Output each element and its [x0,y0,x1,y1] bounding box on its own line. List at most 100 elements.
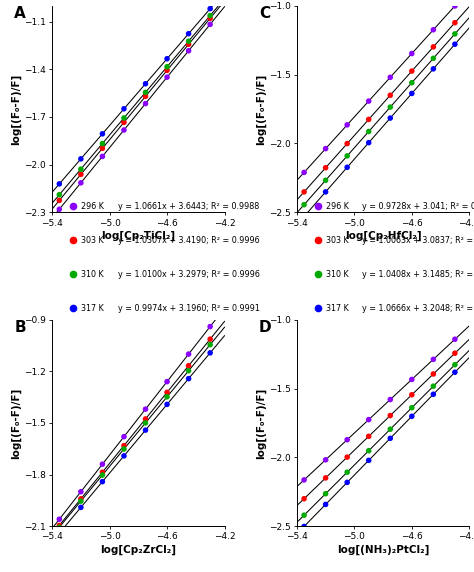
Point [99,144,106,153]
Point [322,500,329,509]
Point [99,460,106,469]
Point [365,138,373,147]
Point [429,355,437,364]
Point [322,474,329,483]
Point [120,125,128,134]
Point [55,196,63,205]
Point [343,120,351,129]
Point [206,322,214,331]
Text: 303 K: 303 K [82,236,104,245]
Text: D: D [259,320,272,335]
Point [301,168,308,177]
Point [55,190,63,199]
Point [55,521,63,530]
Text: y = 0.9728x + 3.041; R² = 0.9965: y = 0.9728x + 3.041; R² = 0.9965 [363,201,474,210]
Point [185,361,192,370]
X-axis label: log[Cp₂ZrCl₂]: log[Cp₂ZrCl₂] [100,545,176,554]
Point [322,455,329,464]
Point [408,66,416,76]
Point [343,152,351,161]
Point [55,205,63,214]
Point [301,511,308,520]
Point [163,377,171,386]
Text: 296 K: 296 K [326,201,349,210]
Point [343,162,351,172]
Point [429,382,437,391]
Point [386,395,394,404]
Point [451,1,459,10]
Point [142,99,149,108]
Point [408,49,416,58]
Point [77,178,85,188]
Point [163,54,171,63]
Text: C: C [259,6,270,21]
Point [408,403,416,412]
Point [343,468,351,477]
Text: y = 1.0661x + 3.6443; R² = 0.9988: y = 1.0661x + 3.6443; R² = 0.9988 [118,201,259,210]
Point [142,79,149,88]
Point [77,503,85,512]
Point [451,39,459,49]
Point [386,90,394,100]
Point [301,187,308,196]
Point [365,456,373,465]
Point [301,494,308,503]
Point [206,14,214,23]
Point [408,375,416,384]
Text: A: A [14,6,26,21]
Point [77,496,85,506]
Point [163,62,171,72]
Point [451,368,459,377]
Point [322,489,329,498]
Point [77,487,85,496]
Point [322,176,329,185]
Point [365,127,373,136]
Point [322,144,329,153]
Point [365,415,373,424]
Point [99,471,106,480]
Text: y = 1.0408x + 3.1485; R² = 0.9983: y = 1.0408x + 3.1485; R² = 0.9983 [363,270,474,279]
Text: y = 0.9974x + 3.1960; R² = 0.9991: y = 0.9974x + 3.1960; R² = 0.9991 [118,304,259,313]
Point [142,418,149,427]
Point [301,475,308,484]
Point [322,163,329,172]
Point [386,424,394,434]
Point [55,523,63,532]
Text: 310 K: 310 K [326,270,349,279]
Point [206,348,214,358]
Point [386,73,394,82]
X-axis label: log[Cp₂HfCl₂]: log[Cp₂HfCl₂] [345,231,421,241]
Text: y = 1.0666x + 3.2048; R² = 0.9965: y = 1.0666x + 3.2048; R² = 0.9965 [363,304,474,313]
Point [185,29,192,38]
Point [185,366,192,375]
Point [77,494,85,503]
Point [185,349,192,359]
Point [185,39,192,49]
Point [142,92,149,101]
Point [55,529,63,538]
Text: y = 1.0063x + 3.0837; R² = 0.9971: y = 1.0063x + 3.0837; R² = 0.9971 [363,236,474,245]
Point [343,139,351,148]
Point [408,78,416,88]
Point [429,25,437,34]
Point [206,4,214,13]
Point [451,29,459,38]
Point [386,102,394,112]
Point [142,88,149,97]
Point [206,335,214,344]
Point [77,170,85,179]
Point [185,37,192,46]
Point [77,165,85,174]
Point [451,348,459,358]
Point [120,451,128,460]
Point [429,42,437,51]
X-axis label: log[Cp₂TiCl₂]: log[Cp₂TiCl₂] [101,231,175,241]
Point [343,452,351,462]
Point [185,46,192,55]
Point [120,104,128,113]
Point [99,129,106,138]
Y-axis label: log[(F₀-F)/F]: log[(F₀-F)/F] [11,73,21,145]
Point [120,113,128,122]
Point [365,432,373,441]
Text: 303 K: 303 K [326,236,349,245]
